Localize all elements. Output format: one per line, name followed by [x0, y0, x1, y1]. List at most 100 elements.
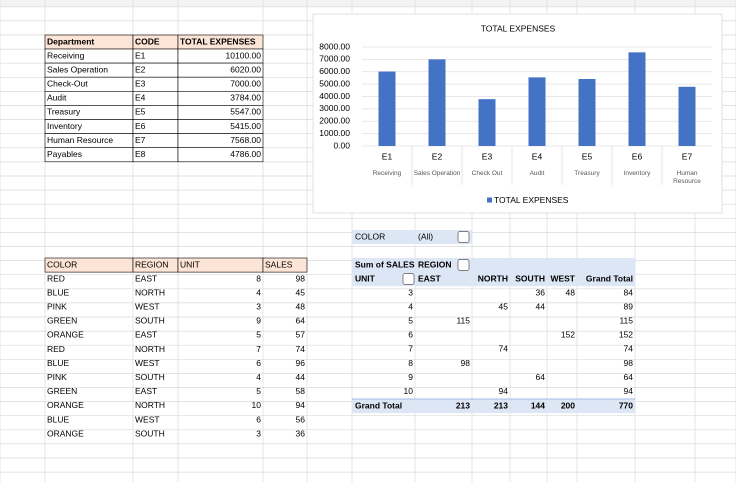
number-cell: 98: [296, 273, 306, 283]
text-cell: RED: [47, 344, 65, 354]
number-cell: 4: [256, 287, 261, 297]
y-tick-label: 2000.00: [319, 116, 350, 126]
pivot-cell: 4: [408, 301, 413, 311]
pivot-cell: 74: [624, 344, 634, 354]
text-cell: E8: [135, 149, 146, 159]
text-cell: PINK: [47, 301, 67, 311]
header-cell: UNIT: [180, 259, 200, 269]
total-cell: 144: [531, 400, 545, 410]
total-cell: 213: [494, 400, 508, 410]
pivot-cell: 45: [499, 301, 509, 311]
x-category-name: Human Resource: [673, 170, 701, 185]
bar: [628, 52, 646, 146]
pivot-column: Grand Total: [586, 273, 633, 283]
filter-bg: [352, 230, 472, 245]
pivot-cell: 89: [624, 301, 634, 311]
x-tick-label: E3: [482, 151, 493, 161]
pivot-cell: 3: [408, 287, 413, 297]
text-cell: NORTH: [135, 287, 165, 297]
text-cell: WEST: [135, 414, 160, 424]
pivot-column: WEST: [550, 273, 575, 283]
header-cell: REGION: [135, 259, 169, 269]
text-cell: E2: [135, 64, 146, 74]
amount-cell: 7000.00: [230, 78, 261, 88]
text-cell: Treasury: [47, 107, 81, 117]
text-cell: Audit: [47, 93, 67, 103]
text-cell: SOUTH: [135, 316, 165, 326]
pivot-cell: 94: [624, 386, 634, 396]
x-category-name: Audit: [529, 170, 545, 177]
amount-cell: 10100.00: [226, 50, 262, 60]
header-bg: [262, 257, 308, 273]
number-cell: 48: [296, 301, 306, 311]
y-tick-label: 4000.00: [319, 91, 350, 101]
number-cell: 56: [296, 414, 306, 424]
pivot-cell: 44: [536, 301, 546, 311]
dropdown-button[interactable]: [402, 273, 415, 285]
number-cell: 57: [296, 330, 306, 340]
number-cell: 74: [296, 344, 306, 354]
y-tick-label: 6000.00: [319, 66, 350, 76]
legend-swatch: [487, 197, 492, 203]
text-cell: EAST: [135, 330, 157, 340]
pivot-cell: 6: [408, 330, 413, 340]
amount-cell: 5415.00: [230, 121, 261, 131]
text-cell: ORANGE: [47, 330, 84, 340]
legend-label: TOTAL EXPENSES: [494, 195, 569, 205]
number-cell: 5: [256, 330, 261, 340]
pivot-cell: 94: [499, 386, 509, 396]
number-cell: 36: [296, 428, 306, 438]
text-cell: E1: [135, 50, 146, 60]
total-bg: [352, 399, 635, 414]
pivot-column: SOUTH: [515, 273, 545, 283]
pivot-cell: 152: [561, 330, 575, 340]
bar: [678, 86, 696, 146]
number-cell: 3: [256, 301, 261, 311]
number-cell: 58: [296, 386, 306, 396]
column-field: REGION: [418, 259, 452, 269]
x-tick-label: E2: [432, 151, 443, 161]
pivot-cell: 10: [404, 386, 414, 396]
row-field: UNIT: [355, 273, 376, 283]
y-tick-label: 1000.00: [319, 128, 350, 138]
pivot-cell: 98: [624, 358, 634, 368]
text-cell: E6: [135, 121, 146, 131]
filter-label: COLOR: [355, 231, 385, 241]
number-cell: 5: [256, 386, 261, 396]
text-cell: Human Resource: [47, 135, 113, 145]
amount-cell: 4786.00: [230, 149, 261, 159]
dropdown-button[interactable]: [457, 259, 470, 271]
number-cell: 6: [256, 358, 261, 368]
amount-cell: 7568.00: [230, 135, 261, 145]
x-category-name: Inventory: [623, 170, 651, 177]
text-cell: BLUE: [47, 414, 70, 424]
number-cell: 10: [252, 400, 262, 410]
bar: [478, 99, 496, 146]
text-cell: EAST: [135, 273, 157, 283]
value-label: Sum of SALES: [355, 259, 415, 269]
x-category-name: Receiving: [372, 170, 402, 177]
pivot-header-bg: [352, 258, 635, 287]
x-category-name: Treasury: [574, 170, 600, 177]
text-cell: Payables: [47, 149, 82, 159]
header-cell: CODE: [135, 36, 160, 46]
text-cell: EAST: [135, 386, 157, 396]
pivot-column: EAST: [418, 273, 441, 283]
pivot-cell: 36: [536, 287, 546, 297]
header-cell: TOTAL EXPENSES: [180, 36, 256, 46]
pivot-cell: 115: [456, 315, 470, 325]
bar: [578, 78, 596, 146]
x-tick-label: E7: [682, 151, 693, 161]
text-cell: BLUE: [47, 287, 70, 297]
y-tick-label: 8000.00: [319, 41, 350, 51]
x-tick-label: E6: [632, 151, 643, 161]
header-cell: COLOR: [47, 259, 77, 269]
dropdown-button[interactable]: [457, 231, 470, 243]
total-cell: 213: [456, 400, 470, 410]
pivot-cell: 152: [619, 330, 633, 340]
number-cell: 64: [296, 316, 306, 326]
pivot-cell: 48: [566, 287, 576, 297]
text-cell: ORANGE: [47, 428, 84, 438]
pivot-cell: 84: [624, 287, 634, 297]
text-cell: GREEN: [47, 386, 77, 396]
